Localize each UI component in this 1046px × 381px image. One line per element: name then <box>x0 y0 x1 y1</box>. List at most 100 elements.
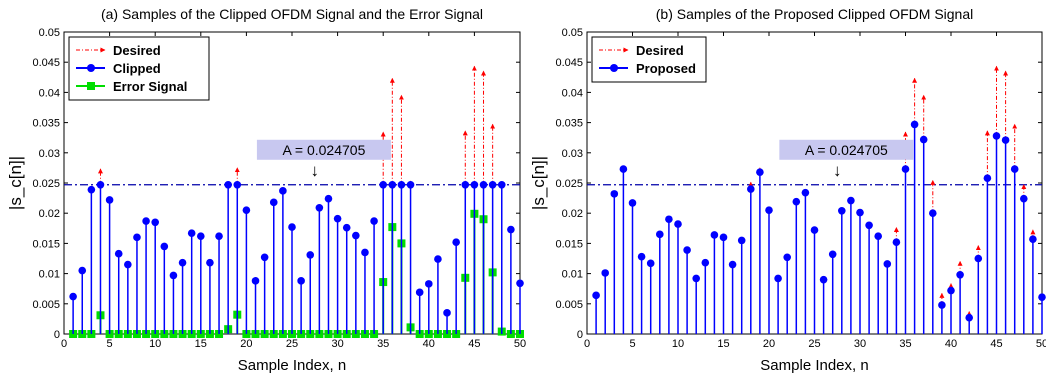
x-tick-label: 5 <box>629 338 635 350</box>
y-tick-label: 0.005 <box>32 299 60 311</box>
x-tick-label: 40 <box>423 338 435 350</box>
y-tick-label: 0.05 <box>562 27 583 39</box>
x-tick-label: 35 <box>377 338 389 350</box>
main-marker <box>251 277 260 285</box>
chart-title: (b) Samples of the Proposed Clipped OFDM… <box>656 6 973 22</box>
main-marker <box>415 288 424 297</box>
y-tick-label: 0.045 <box>32 57 60 69</box>
main-marker <box>665 215 673 224</box>
y-tick-label: 0.005 <box>555 299 583 311</box>
main-marker <box>628 199 637 207</box>
y-tick-label: 0.025 <box>32 178 60 190</box>
main-marker <box>692 274 700 283</box>
main-marker <box>215 232 223 240</box>
main-marker <box>774 274 782 283</box>
annotation-box <box>256 139 391 160</box>
main-marker <box>288 223 296 231</box>
annotation-text: A = 0.024705 <box>805 142 888 158</box>
main-marker <box>1038 293 1046 301</box>
legend-swatch-marker <box>87 64 95 72</box>
main-marker <box>124 260 132 269</box>
main-marker <box>342 223 351 232</box>
y-tick-label: 0.035 <box>555 118 583 130</box>
main-marker <box>388 181 397 189</box>
main-marker <box>619 165 628 173</box>
main-marker <box>819 275 828 284</box>
main-marker <box>260 253 269 262</box>
y-tick-label: 0.01 <box>39 269 60 281</box>
main-marker <box>497 181 506 189</box>
y-tick-label: 0.04 <box>39 87 60 99</box>
x-tick-label: 5 <box>107 338 113 350</box>
y-tick-label: 0.05 <box>39 27 60 39</box>
main-marker <box>479 181 488 189</box>
legend-label: Desired <box>636 43 684 58</box>
main-marker <box>269 198 278 207</box>
y-tick-label: 0.02 <box>562 208 583 220</box>
main-marker <box>956 271 964 279</box>
main-marker <box>361 248 369 257</box>
y-tick-label: 0.03 <box>562 148 583 160</box>
main-marker <box>379 181 388 189</box>
main-marker <box>910 120 919 129</box>
main-marker <box>178 258 187 267</box>
y-tick-label: 0 <box>577 329 583 341</box>
main-marker <box>847 196 855 205</box>
y-tick-label: 0 <box>54 329 60 341</box>
main-marker <box>792 197 801 206</box>
x-tick-label: 25 <box>286 338 298 350</box>
main-marker <box>160 242 169 251</box>
main-marker <box>856 208 864 217</box>
main-marker <box>1020 194 1028 203</box>
annotation-box <box>779 139 914 160</box>
x-tick-label: 50 <box>514 338 526 350</box>
main-marker <box>169 271 178 280</box>
main-marker <box>601 269 609 277</box>
main-marker <box>96 181 105 189</box>
x-tick-label: 15 <box>195 338 207 350</box>
main-marker <box>874 232 882 240</box>
main-marker <box>142 217 150 225</box>
main-marker <box>297 277 305 285</box>
y-tick-label: 0.04 <box>562 87 583 99</box>
main-marker <box>828 250 837 259</box>
main-marker <box>425 280 433 288</box>
legend-box <box>591 36 707 83</box>
main-marker <box>370 217 378 225</box>
y-axis-label: |s_c[n]| <box>529 156 548 210</box>
x-tick-label: 45 <box>990 338 1002 350</box>
chart-title: (a) Samples of the Clipped OFDM Signal a… <box>101 6 483 22</box>
y-tick-label: 0.015 <box>555 238 583 250</box>
main-marker <box>406 181 415 189</box>
main-marker <box>452 238 460 246</box>
main-marker <box>114 249 123 258</box>
main-marker <box>701 258 710 267</box>
main-marker <box>737 236 746 245</box>
main-marker <box>242 206 251 214</box>
x-tick-label: 30 <box>331 338 343 350</box>
main-marker <box>224 181 232 189</box>
main-marker <box>674 220 682 228</box>
y-tick-label: 0.03 <box>39 148 60 160</box>
main-marker <box>919 135 928 144</box>
main-marker <box>646 259 655 268</box>
main-marker <box>197 232 205 240</box>
main-marker <box>728 260 737 269</box>
main-marker <box>1001 136 1010 144</box>
annotation-arrow: ↓ <box>311 161 320 180</box>
legend-label: Desired <box>113 43 161 58</box>
main-marker <box>992 132 1001 140</box>
main-marker <box>434 255 442 263</box>
x-tick-label: 40 <box>945 338 957 350</box>
main-marker <box>683 246 691 254</box>
x-axis-label: Sample Index, n <box>760 357 868 374</box>
main-marker <box>315 203 324 212</box>
main-marker <box>1029 235 1037 243</box>
main-marker <box>710 231 719 239</box>
main-marker <box>306 251 315 259</box>
chart-b: (b) Samples of the Proposed Clipped OFDM… <box>529 6 1046 374</box>
legend-swatch-marker <box>610 64 618 72</box>
legend-label: Proposed <box>636 61 696 76</box>
main-marker <box>938 301 946 309</box>
main-marker <box>461 181 470 189</box>
